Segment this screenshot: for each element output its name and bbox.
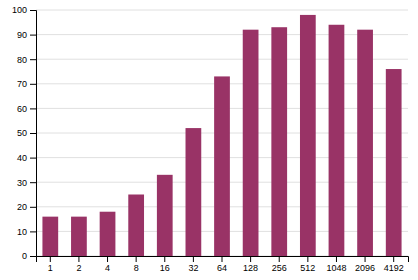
x-tick-mark xyxy=(336,256,337,262)
y-tick: 40 xyxy=(17,153,36,163)
y-tick-mark xyxy=(30,10,36,11)
x-tick: 64 xyxy=(217,256,227,273)
x-tick: 256 xyxy=(272,256,287,273)
x-tick: 4192 xyxy=(384,256,404,273)
x-tick: 128 xyxy=(243,256,258,273)
y-tick-label: 60 xyxy=(17,104,27,114)
y-tick-mark xyxy=(30,158,36,159)
y-tick-mark xyxy=(30,231,36,232)
bar xyxy=(186,128,202,256)
x-tick-mark xyxy=(164,256,165,262)
x-tick-label: 16 xyxy=(160,263,170,273)
x-tick: 32 xyxy=(188,256,198,273)
y-tick-mark xyxy=(30,133,36,134)
x-tick: 2 xyxy=(76,256,81,273)
x-tick-label: 1048 xyxy=(326,263,346,273)
y-tick-mark xyxy=(30,35,36,36)
y-tick: 30 xyxy=(17,178,36,188)
x-tick: 8 xyxy=(134,256,139,273)
bar xyxy=(42,217,58,256)
x-tick-mark xyxy=(279,256,280,262)
x-tick-label: 2096 xyxy=(355,263,375,273)
y-axis-line xyxy=(30,11,37,257)
x-axis-line xyxy=(37,257,409,263)
y-tick: 10 xyxy=(17,227,36,237)
y-tick: 50 xyxy=(17,128,36,138)
x-tick-label: 8 xyxy=(134,263,139,273)
plot: 0 10 20 30 40 50 60 70 80 90 100 1 2 4 8 16 32 64 128 256 51… xyxy=(12,5,409,273)
y-tick-label: 50 xyxy=(17,128,27,138)
y-tick: 60 xyxy=(17,104,36,114)
y-tick-mark xyxy=(30,108,36,109)
y-tick-mark xyxy=(30,84,36,85)
bar xyxy=(157,175,173,256)
bar xyxy=(243,30,259,256)
x-tick-label: 256 xyxy=(272,263,287,273)
bar xyxy=(329,25,345,256)
y-tick-mark xyxy=(30,256,36,257)
y-tick: 70 xyxy=(17,79,36,89)
x-tick-mark xyxy=(222,256,223,262)
chart: 0 10 20 30 40 50 60 70 80 90 100 1 2 4 8 16 32 64 128 256 51… xyxy=(0,0,418,280)
y-tick: 80 xyxy=(17,55,36,65)
y-tick-label: 90 xyxy=(17,30,27,40)
x-tick-label: 64 xyxy=(217,263,227,273)
x-tick-mark xyxy=(107,256,108,262)
x-tick: 4 xyxy=(105,256,110,273)
y-tick-label: 80 xyxy=(17,55,27,65)
x-tick: 512 xyxy=(300,256,315,273)
y-axis: 0 10 20 30 40 50 60 70 80 90 100 xyxy=(12,5,37,261)
x-tick-label: 1 xyxy=(48,263,53,273)
y-tick-label: 100 xyxy=(12,5,27,15)
y-tick-mark xyxy=(30,207,36,208)
y-tick-mark xyxy=(30,59,36,60)
x-tick: 2096 xyxy=(355,256,375,273)
x-tick-label: 4192 xyxy=(384,263,404,273)
grid xyxy=(36,10,408,256)
y-tick-label: 10 xyxy=(17,227,27,237)
y-tick-label: 30 xyxy=(17,178,27,188)
x-tick-mark xyxy=(78,256,79,262)
x-tick-mark xyxy=(193,256,194,262)
x-tick: 16 xyxy=(160,256,170,273)
y-tick-label: 70 xyxy=(17,79,27,89)
x-tick-mark xyxy=(50,256,51,262)
x-tick-label: 128 xyxy=(243,263,258,273)
x-tick-label: 512 xyxy=(300,263,315,273)
bar xyxy=(300,15,316,256)
bar xyxy=(214,76,230,256)
bar xyxy=(128,195,144,257)
grid-line xyxy=(36,34,408,35)
x-tick: 1048 xyxy=(326,256,346,273)
bar xyxy=(357,30,373,256)
y-tick-mark xyxy=(30,182,36,183)
x-tick-label: 2 xyxy=(76,263,81,273)
x-tick-mark xyxy=(365,256,366,262)
y-tick-label: 20 xyxy=(17,202,27,212)
x-tick-mark xyxy=(307,256,308,262)
bar xyxy=(71,217,87,256)
y-tick-label: 0 xyxy=(22,251,27,261)
x-tick-label: 32 xyxy=(188,263,198,273)
x-tick-mark xyxy=(393,256,394,262)
grid-line xyxy=(36,59,408,60)
bar xyxy=(100,212,116,256)
bar xyxy=(386,69,402,256)
x-tick-mark xyxy=(250,256,251,262)
x-tick-mark xyxy=(136,256,137,262)
bar xyxy=(271,27,287,256)
x-axis: 1 2 4 8 16 32 64 128 256 512 1048 2096 4192 xyxy=(37,256,409,273)
grid-line xyxy=(36,10,408,11)
x-tick: 1 xyxy=(48,256,53,273)
y-tick: 0 xyxy=(22,251,36,261)
y-tick: 20 xyxy=(17,202,36,212)
y-tick: 100 xyxy=(12,5,36,15)
bars xyxy=(42,15,401,256)
y-tick-label: 40 xyxy=(17,153,27,163)
y-tick: 90 xyxy=(17,30,36,40)
x-tick-label: 4 xyxy=(105,263,110,273)
